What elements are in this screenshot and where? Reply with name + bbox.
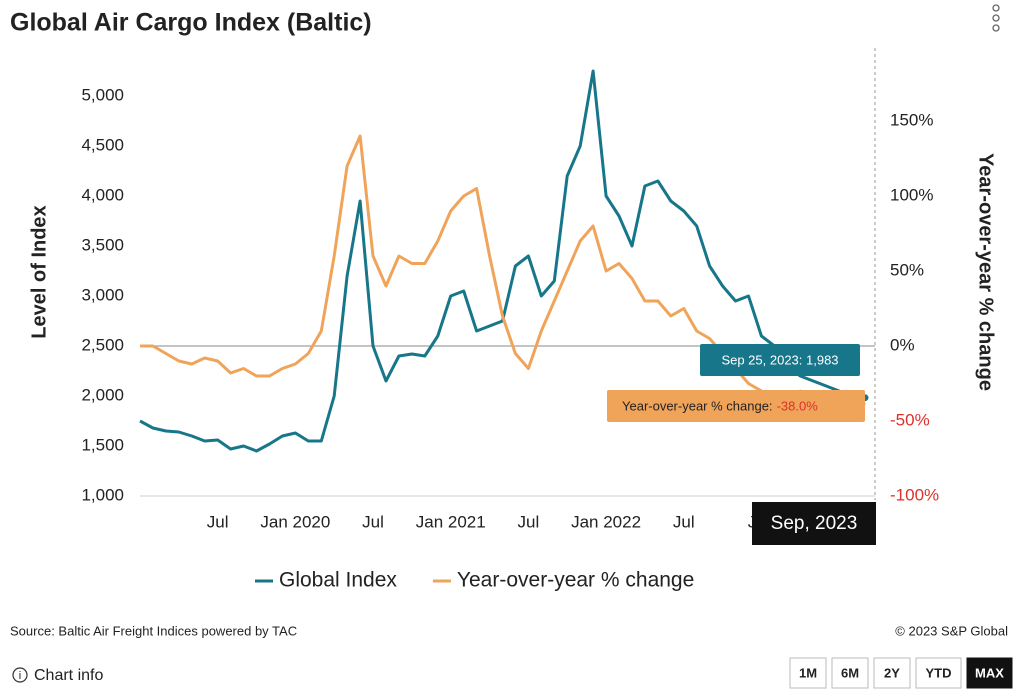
range-button-bg — [789, 657, 827, 689]
x-tick-label: Jul — [673, 512, 695, 531]
x-tick-label: Jul — [207, 512, 229, 531]
y2-tick-label: 100% — [890, 185, 933, 204]
y-tick-label: 3,000 — [81, 285, 124, 304]
range-button[interactable]: 1M — [789, 657, 827, 689]
range-button[interactable]: 2Y — [873, 657, 911, 689]
yoy-tooltip — [607, 390, 865, 422]
y2-axis-title: Year-over-year % change — [975, 153, 997, 391]
y-tick-label: 5,000 — [81, 85, 124, 104]
yoy-tooltip-text: Year-over-year % change: — [622, 398, 773, 413]
x-tick-label: Jul — [362, 512, 384, 531]
legend-label: Global Index — [279, 569, 397, 592]
svg-text:i: i — [19, 670, 21, 682]
copyright: © 2023 S&P Global — [895, 623, 1008, 638]
x-tick-label: Jul — [518, 512, 540, 531]
legend-label: Year-over-year % change — [457, 569, 694, 592]
range-button-label: MAX — [975, 665, 1004, 680]
chart-info-label: Chart info — [34, 667, 103, 684]
y-tick-label: 4,000 — [81, 185, 124, 204]
range-button-bg — [966, 657, 1013, 689]
x-tick-label: Jan 2020 — [260, 512, 330, 531]
range-button-label: 6M — [841, 665, 859, 680]
range-button-label: 1M — [799, 665, 817, 680]
range-button-label: 2Y — [884, 665, 900, 680]
y2-tick-label: -100% — [890, 485, 939, 504]
y-tick-label: 1,000 — [81, 485, 124, 504]
range-button[interactable]: YTD — [915, 657, 962, 689]
chart-info-button[interactable]: i Chart info — [12, 667, 103, 684]
y-tick-label: 1,500 — [81, 435, 124, 454]
index-tooltip — [700, 344, 860, 376]
menu-button[interactable] — [992, 4, 1000, 32]
yoy-tooltip-value: -38.0% — [777, 398, 819, 413]
y-tick-label: 2,000 — [81, 385, 124, 404]
range-button-label: YTD — [926, 665, 952, 680]
source-note: Source: Baltic Air Freight Indices power… — [10, 623, 297, 638]
y-tick-label: 2,500 — [81, 335, 124, 354]
crosshair-date-box — [752, 502, 876, 545]
y2-tick-label: -50% — [890, 410, 930, 429]
index-tooltip-text: Sep 25, 2023: 1,983 — [721, 352, 838, 367]
chart-title: Global Air Cargo Index (Baltic) — [10, 9, 372, 37]
series-line — [140, 134, 866, 415]
crosshair-date: Sep, 2023 — [771, 513, 858, 534]
range-button-bg — [873, 657, 911, 689]
range-button-bg — [831, 657, 869, 689]
y-axis-title: Level of Index — [28, 205, 50, 338]
y2-tick-label: 0% — [890, 335, 915, 354]
series-line — [139, 69, 866, 453]
range-button-bg — [915, 657, 962, 689]
y2-tick-label: 50% — [890, 260, 924, 279]
y-tick-label: 3,500 — [81, 235, 124, 254]
y-tick-label: 4,500 — [81, 135, 124, 154]
range-button[interactable]: MAX — [966, 657, 1013, 689]
x-tick-label: Jan 2022 — [571, 512, 641, 531]
x-tick-label: Jan 2021 — [416, 512, 486, 531]
y2-tick-label: 150% — [890, 110, 933, 129]
range-button[interactable]: 6M — [831, 657, 869, 689]
